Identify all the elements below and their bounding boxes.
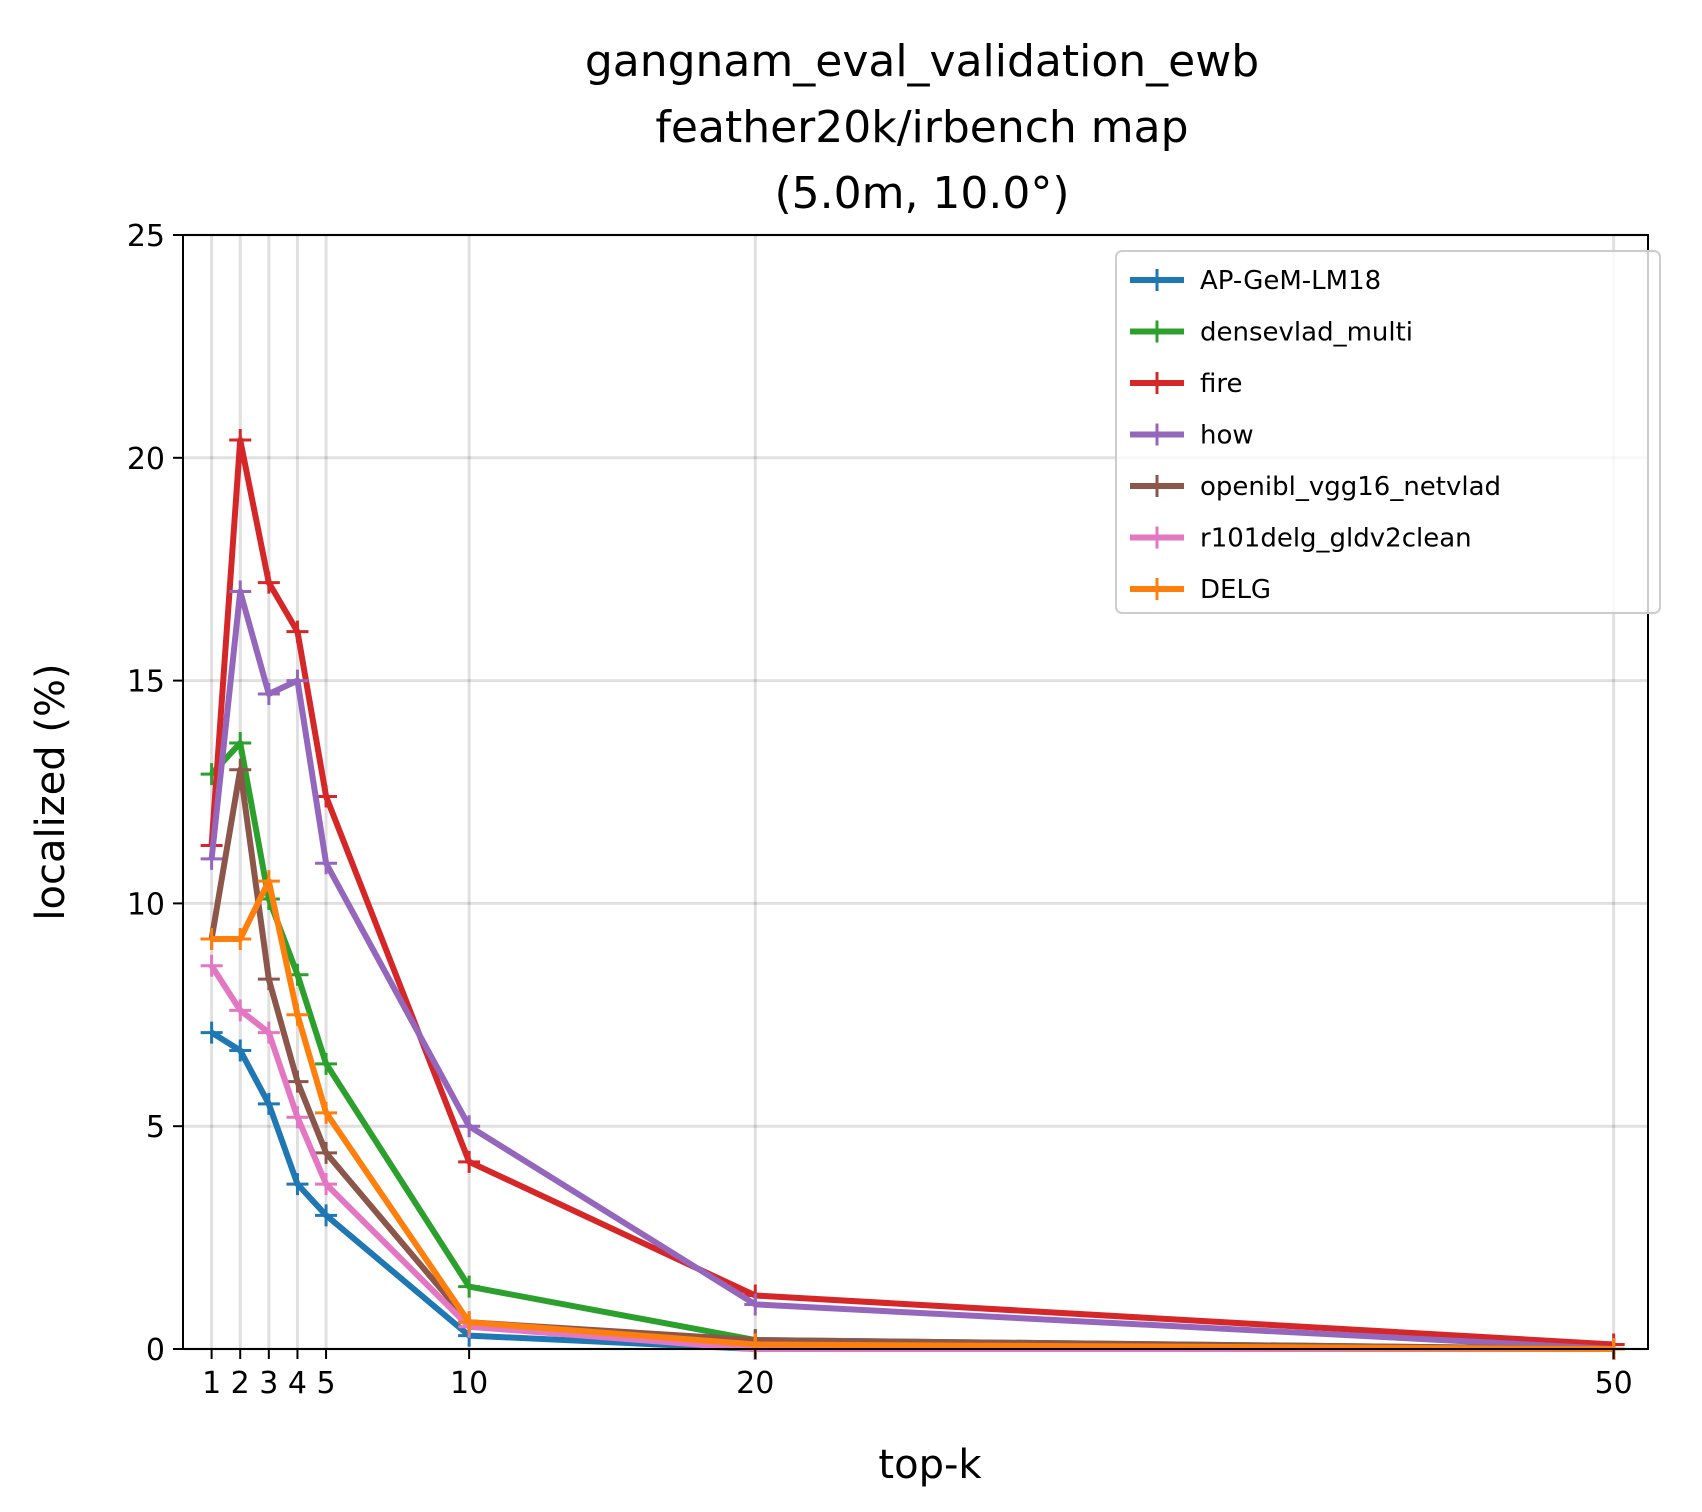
point-DELG-2 (229, 928, 252, 951)
point-AP-GeM-LM18-1 (200, 1021, 223, 1044)
plot-frame (182, 234, 1649, 1350)
series-line-how (208, 588, 1614, 1352)
chart-title-line-1: gangnam_eval_validation_ewb (585, 36, 1259, 87)
y-axis-label: localized (%) (28, 663, 74, 920)
series-line-openibl_vgg16_netvlad (208, 766, 1614, 1352)
point-how-1 (200, 847, 223, 870)
point-openibl_vgg16_netvlad-4 (286, 1070, 309, 1093)
point-r101delg_gldv2clean-1 (200, 954, 223, 977)
series-line-DELG (211, 878, 1614, 1352)
point-densevlad_multi-10 (458, 1275, 481, 1298)
x-axis-label: top-k (878, 1442, 982, 1488)
point-r101delg_gldv2clean-5 (315, 1173, 338, 1196)
series-line-r101delg_gldv2clean (209, 964, 1614, 1352)
point-how-20 (744, 1293, 767, 1316)
legend-marker-how (1146, 423, 1168, 446)
y-tick-label-5: 5 (146, 1110, 165, 1145)
legend-label-fire: fire (1200, 369, 1243, 399)
point-DELG-5 (315, 1101, 338, 1124)
legend-marker-openibl_vgg16_netvlad (1146, 475, 1168, 497)
point-openibl_vgg16_netvlad-2 (229, 758, 252, 781)
point-openibl_vgg16_netvlad-5 (315, 1141, 338, 1164)
point-fire-4 (286, 620, 309, 643)
x-tick-label-2: 2 (231, 1366, 250, 1401)
x-tick-label-20: 20 (736, 1366, 774, 1401)
point-fire-2 (229, 428, 252, 451)
x-tick-label-10: 10 (450, 1366, 488, 1401)
legend-label-how: how (1200, 421, 1254, 451)
point-how-5 (315, 852, 338, 875)
point-r101delg_gldv2clean-3 (257, 1021, 280, 1044)
point-DELG-4 (286, 1003, 309, 1026)
point-DELG-1 (200, 928, 223, 951)
y-tick-label-15: 15 (127, 665, 165, 700)
chart-title-line-3: (5.0m, 10.0°) (774, 168, 1069, 219)
plot-series (200, 428, 1625, 1360)
point-AP-GeM-LM18-4 (286, 1173, 309, 1196)
legend-marker-AP-GeM-LM18 (1146, 269, 1168, 291)
legend-label-openibl_vgg16_netvlad: openibl_vgg16_netvlad (1200, 472, 1501, 502)
point-how-3 (257, 682, 280, 705)
point-r101delg_gldv2clean-4 (286, 1106, 309, 1129)
y-tick-label-10: 10 (127, 887, 165, 922)
point-fire-10 (458, 1150, 481, 1173)
legend-marker-r101delg_gldv2clean (1146, 526, 1168, 549)
x-tick-label-4: 4 (288, 1366, 307, 1401)
legend-marker-densevlad_multi (1146, 320, 1168, 343)
point-fire-5 (315, 785, 338, 808)
x-tick-label-5: 5 (317, 1366, 336, 1401)
legend-label-AP-GeM-LM18: AP-GeM-LM18 (1200, 266, 1381, 296)
legend-marker-DELG (1146, 578, 1168, 600)
point-AP-GeM-LM18-2 (229, 1039, 252, 1062)
x-tick-label-50: 50 (1595, 1366, 1633, 1401)
point-openibl_vgg16_netvlad-3 (257, 968, 280, 991)
point-how-10 (458, 1115, 481, 1138)
y-tick-label-0: 0 (146, 1333, 165, 1368)
point-AP-GeM-LM18-5 (315, 1204, 338, 1227)
point-DELG-3 (257, 870, 280, 893)
y-tick-label-20: 20 (127, 442, 165, 477)
point-densevlad_multi-2 (229, 731, 252, 754)
point-r101delg_gldv2clean-2 (229, 999, 252, 1022)
point-AP-GeM-LM18-3 (257, 1092, 280, 1115)
legend-label-r101delg_gldv2clean: r101delg_gldv2clean (1200, 524, 1472, 554)
legend-label-DELG: DELG (1200, 575, 1271, 605)
x-tick-label-1: 1 (202, 1366, 221, 1401)
x-tick-label-3: 3 (259, 1366, 278, 1401)
legend-marker-fire (1146, 372, 1168, 394)
point-densevlad_multi-5 (315, 1052, 338, 1075)
chart-title-line-2: feather20k/irbench map (655, 102, 1188, 153)
legend-label-densevlad_multi: densevlad_multi (1200, 318, 1413, 348)
point-how-4 (286, 669, 309, 692)
point-fire-3 (257, 571, 280, 594)
y-tick-label-25: 25 (127, 219, 165, 254)
point-how-2 (229, 580, 252, 603)
point-DELG-10 (458, 1311, 481, 1334)
legend-box (1115, 250, 1661, 614)
